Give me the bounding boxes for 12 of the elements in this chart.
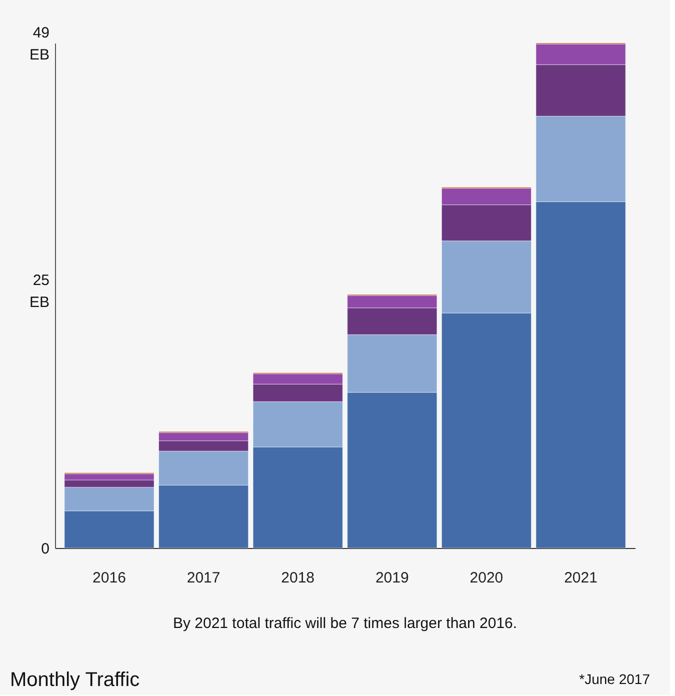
y-tick-label: 25 EB [29, 272, 50, 311]
x-tick-label: 2017 [186, 570, 220, 586]
text: *June 2017 [579, 671, 650, 687]
x-tick-label: 2021 [564, 570, 598, 586]
x-tick-label: 2020 [470, 570, 504, 586]
x-tick-label: 2018 [281, 570, 315, 586]
y-tick-label: 49 EB [29, 24, 50, 64]
x-tick-label: 2016 [92, 570, 126, 586]
text: By 2021 total traffic will be 7 times larger than 2016. [172, 615, 518, 632]
y-tick-label: 0 [41, 540, 50, 558]
text: Monthly Traffic [10, 669, 140, 691]
x-tick-label: 2019 [375, 570, 409, 586]
